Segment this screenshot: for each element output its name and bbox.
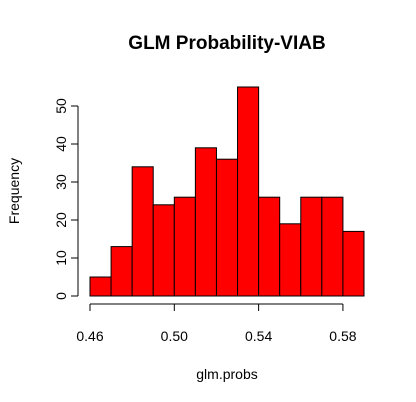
histogram-bar [152,204,175,297]
y-tick-label: 50 [53,98,69,114]
histogram-bar [279,223,302,297]
histogram-bar [110,246,133,297]
y-tick-label: 30 [53,174,69,190]
histogram-bar [237,86,260,297]
histogram-bar [342,230,365,297]
histogram-bar [321,196,344,297]
histogram-bar [173,196,196,297]
histogram-bar [215,158,239,297]
histogram-bar [194,147,217,297]
histogram-bar [258,196,281,297]
x-tick-label: 0.54 [245,328,272,344]
histogram-bar [89,276,112,297]
y-tick-label: 10 [53,250,69,266]
x-axis: 0.46 0.50 0.54 0.58 [76,303,357,344]
y-tick-label: 40 [53,136,69,152]
x-tick-label: 0.50 [161,328,188,344]
bars-group [89,86,365,297]
y-tick-label: 20 [53,212,69,228]
x-tick-label: 0.46 [76,328,103,344]
histogram-bar [131,166,154,297]
y-axis: 0 10 20 30 40 50 [53,98,79,300]
chart-title: GLM Probability-VIAB [128,33,325,54]
y-axis-label: Frequency [6,158,22,224]
x-axis-label: glm.probs [196,366,257,382]
x-tick-label: 0.58 [329,328,356,344]
y-tick-label: 0 [53,292,69,300]
histogram-bar [300,196,323,297]
